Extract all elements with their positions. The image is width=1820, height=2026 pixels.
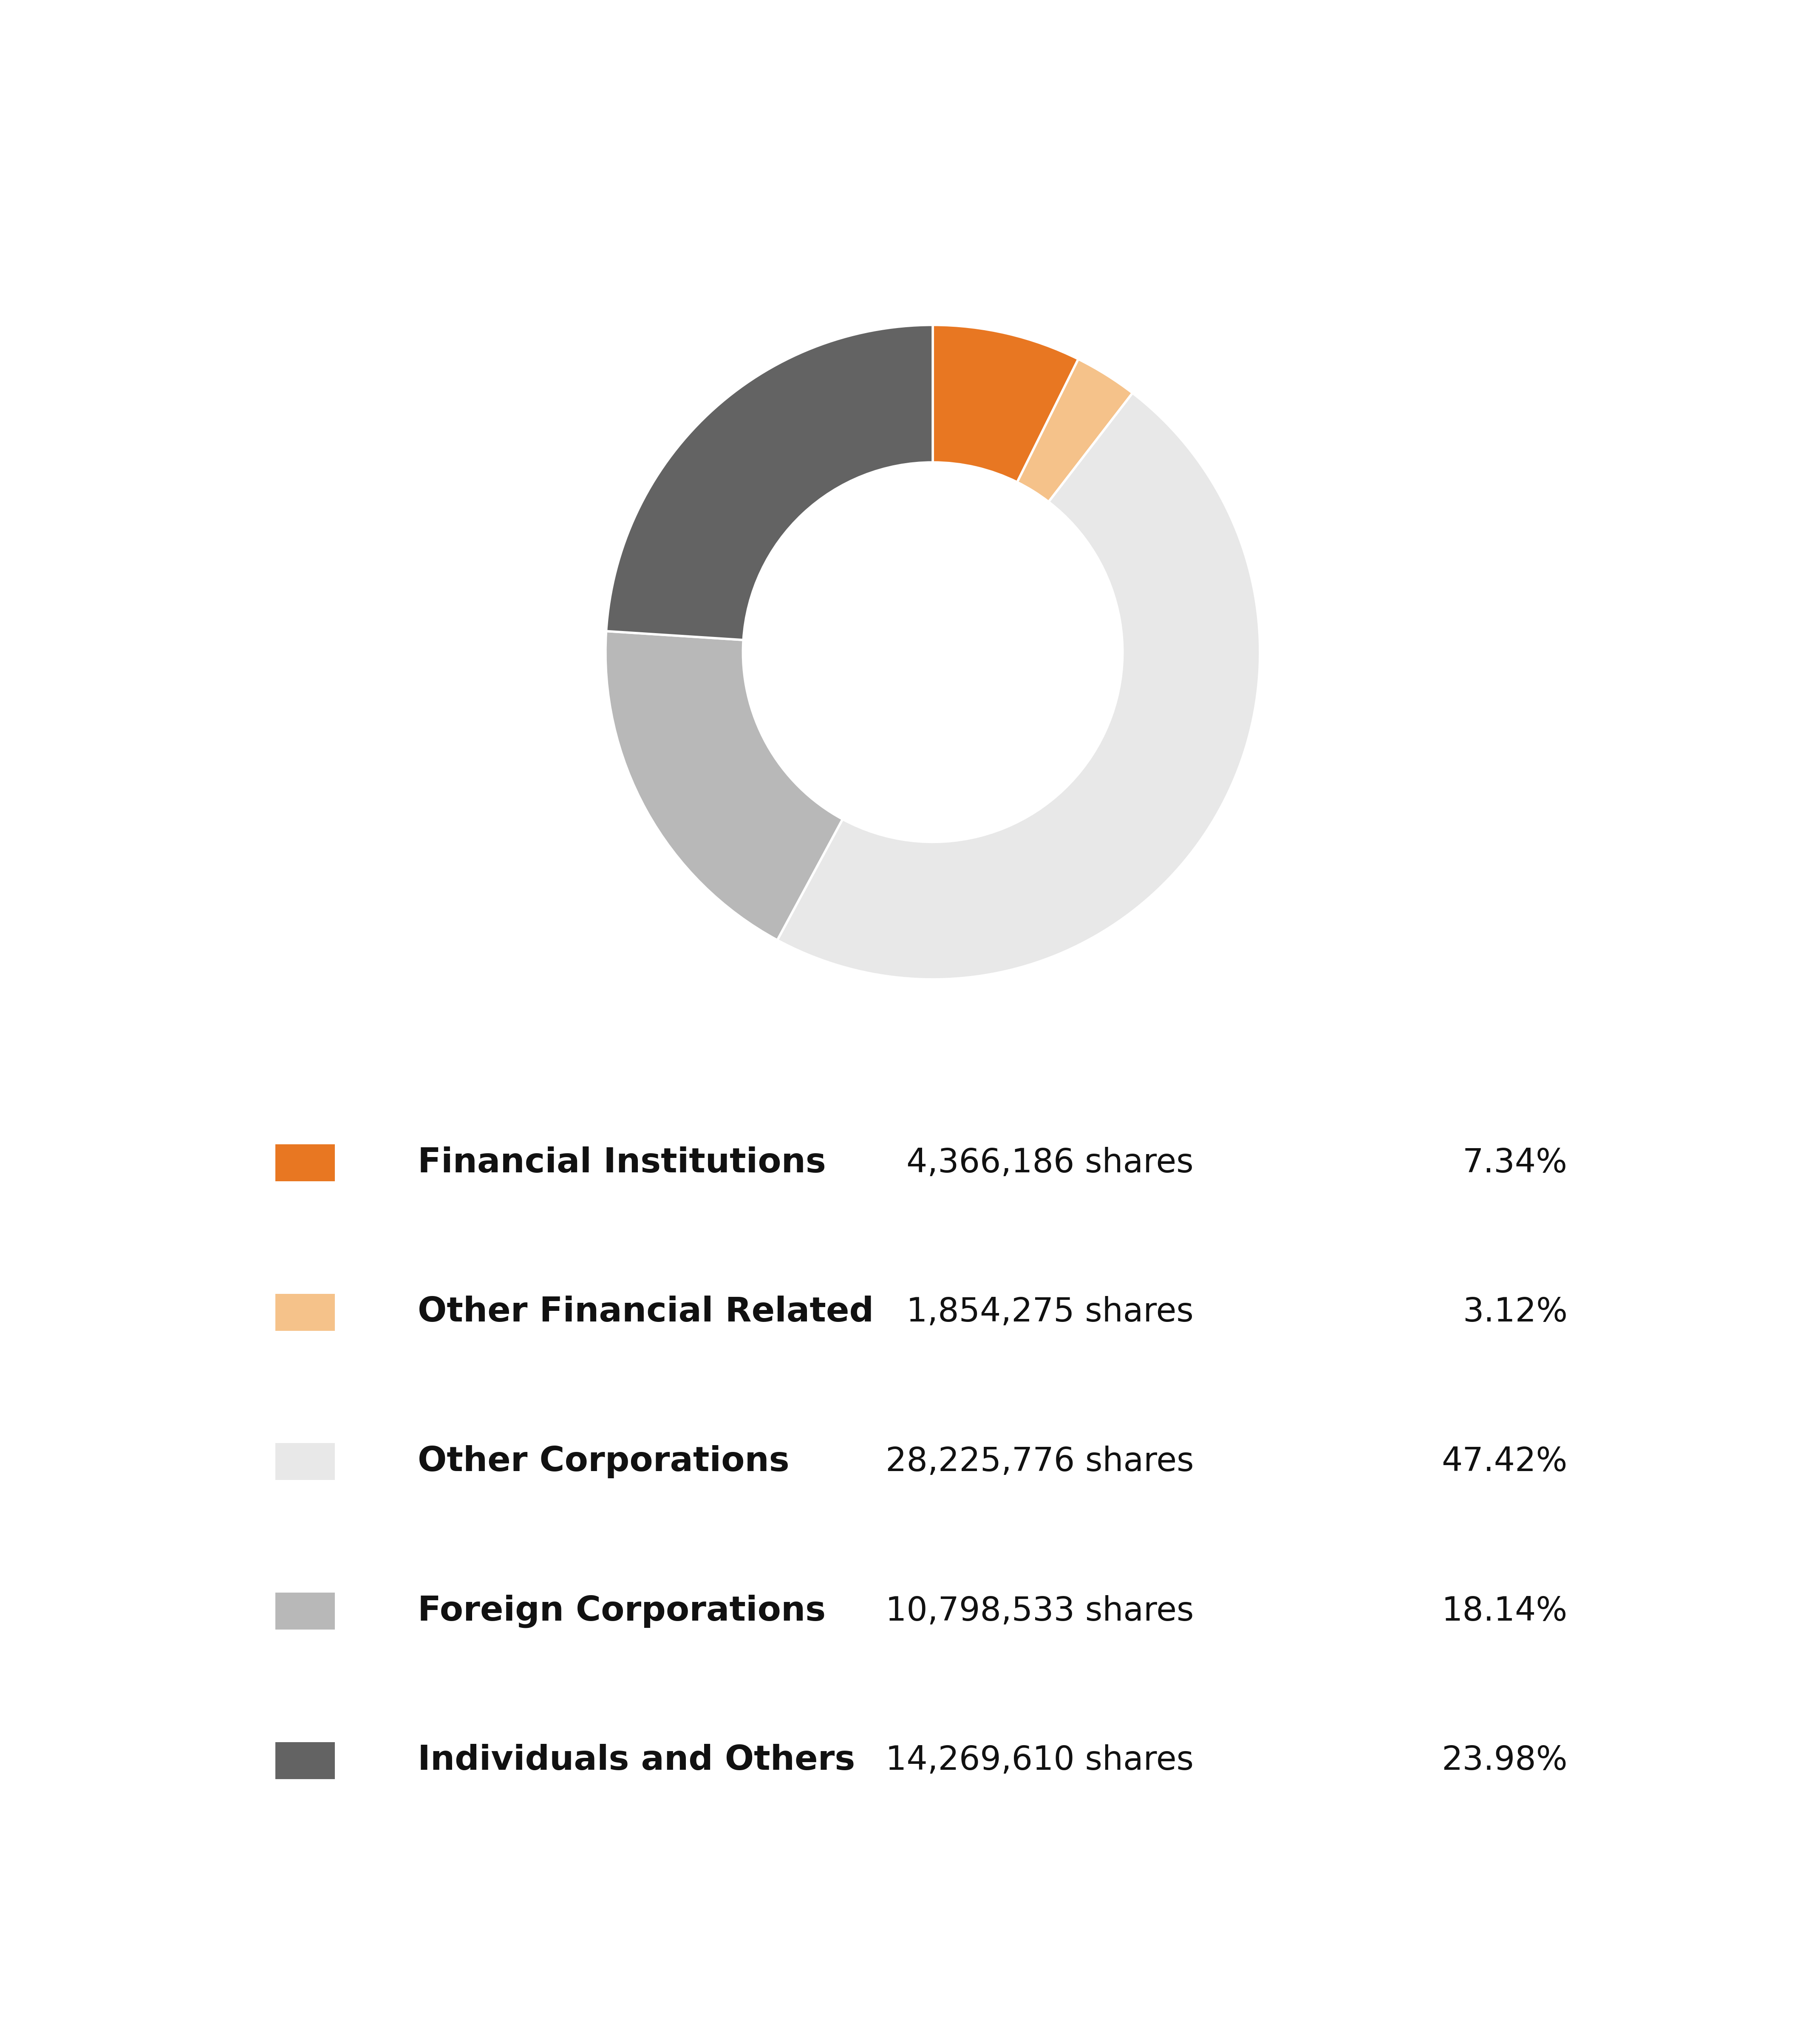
Text: Other Corporations: Other Corporations	[419, 1445, 790, 1479]
FancyBboxPatch shape	[275, 1742, 335, 1779]
Text: Foreign Corporations: Foreign Corporations	[419, 1594, 826, 1627]
Text: Individuals and Others: Individuals and Others	[419, 1744, 855, 1777]
FancyBboxPatch shape	[275, 1295, 335, 1331]
Wedge shape	[1017, 359, 1132, 502]
Text: 3.12%: 3.12%	[1463, 1297, 1567, 1329]
Text: Financial Institutions: Financial Institutions	[419, 1147, 826, 1179]
Text: 23.98%: 23.98%	[1441, 1744, 1567, 1777]
Wedge shape	[932, 324, 1077, 482]
Wedge shape	[777, 393, 1259, 979]
Text: 7.34%: 7.34%	[1463, 1147, 1567, 1179]
Wedge shape	[606, 632, 843, 940]
Text: 10,798,533 shares: 10,798,533 shares	[886, 1594, 1194, 1627]
Text: 18.14%: 18.14%	[1441, 1594, 1567, 1627]
Text: 14,269,610 shares: 14,269,610 shares	[886, 1744, 1194, 1777]
Text: 1,854,275 shares: 1,854,275 shares	[906, 1297, 1194, 1329]
FancyBboxPatch shape	[275, 1145, 335, 1181]
Text: Other Financial Related: Other Financial Related	[419, 1297, 874, 1329]
Text: 4,366,186 shares: 4,366,186 shares	[906, 1147, 1194, 1179]
Text: 28,225,776 shares: 28,225,776 shares	[885, 1445, 1194, 1477]
Text: 47.42%: 47.42%	[1441, 1445, 1567, 1477]
Wedge shape	[606, 324, 934, 640]
FancyBboxPatch shape	[275, 1443, 335, 1481]
FancyBboxPatch shape	[275, 1592, 335, 1629]
